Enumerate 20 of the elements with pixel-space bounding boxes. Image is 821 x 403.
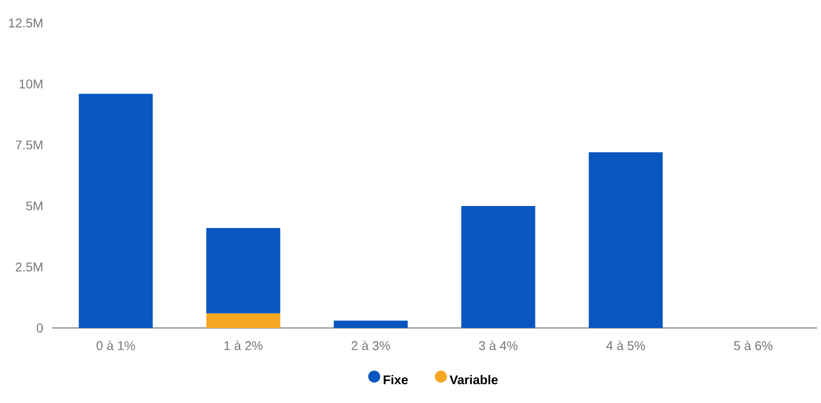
bar [461, 206, 536, 328]
y-tick-label: 10M [20, 80, 42, 88]
bar [206, 313, 280, 328]
bar [588, 152, 663, 328]
y-tick-label: 7.5M [16, 140, 42, 150]
x-tick-label: 5 à 6% [734, 340, 772, 350]
x-tick-label: 1 à 2% [224, 340, 263, 350]
bar [206, 228, 280, 314]
x-tick-label: 2 à 3% [352, 340, 390, 350]
y-tick-label: 12.5M [9, 18, 42, 28]
x-tick-label: 4 à 5% [606, 340, 645, 350]
y-tick-label: 2.5M [16, 262, 42, 272]
y-tick-label: 0 [36, 324, 43, 332]
bar [334, 320, 408, 328]
y-tick-label: 5M [26, 202, 42, 210]
x-tick-label: 0 à 1% [96, 340, 136, 350]
x-tick-label: 3 à 4% [479, 340, 518, 350]
legend-label: Fixe [384, 374, 408, 384]
bar [78, 94, 153, 328]
legend-label: Variable [450, 374, 498, 384]
